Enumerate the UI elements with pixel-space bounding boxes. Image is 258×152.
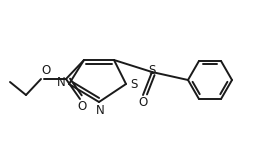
Text: N: N: [57, 76, 65, 90]
Text: O: O: [77, 100, 87, 112]
Text: S: S: [148, 64, 156, 76]
Text: S: S: [130, 78, 138, 90]
Text: O: O: [138, 95, 148, 109]
Text: N: N: [96, 104, 104, 116]
Text: O: O: [41, 64, 51, 78]
